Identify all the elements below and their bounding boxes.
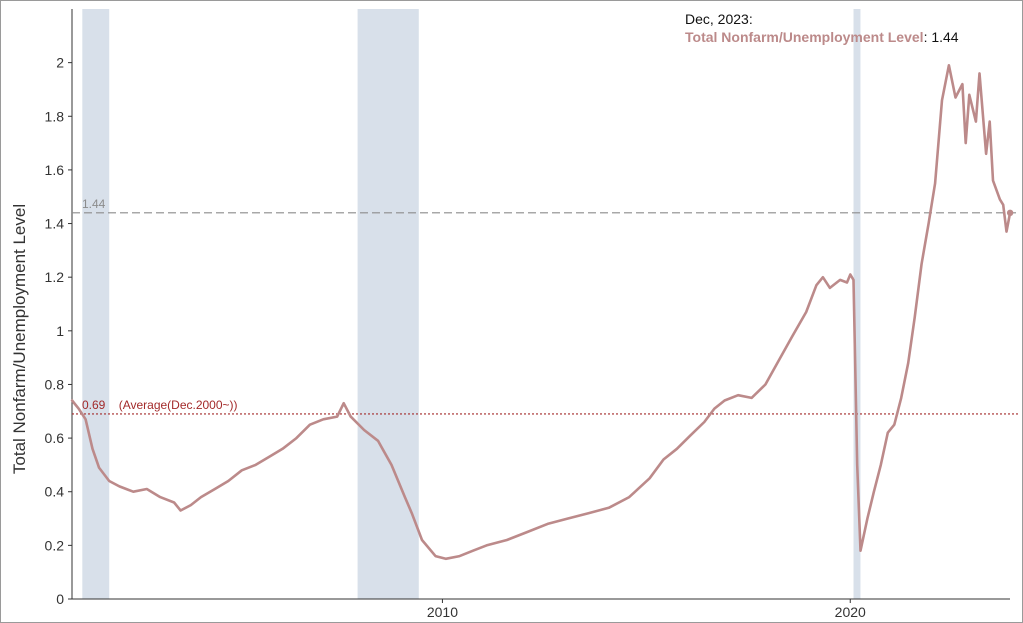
hover-tooltip: Dec, 2023: Total Nonfarm/Unemployment Le… bbox=[685, 11, 959, 45]
x-tick-label: 2020 bbox=[835, 604, 866, 620]
y-ticks: 0 0.2 0.4 0.6 0.8 1 1.2 1.4 1.6 1.8 2 bbox=[45, 55, 72, 607]
y-tick-label: 1.6 bbox=[45, 162, 65, 178]
recession-band bbox=[357, 9, 419, 599]
tooltip-separator: : bbox=[924, 29, 932, 45]
series-line bbox=[70, 64, 1012, 561]
tooltip-line: Total Nonfarm/Unemployment Level: 1.44 bbox=[685, 29, 959, 45]
y-tick-label: 0.8 bbox=[45, 376, 65, 392]
y-axis-label: Total Nonfarm/Unemployment Level bbox=[10, 204, 29, 474]
reference-line-label: 0.69 (Average(Dec.2000~)) bbox=[82, 398, 238, 412]
x-ticks: 2010 2020 bbox=[427, 599, 866, 620]
y-tick-label: 0.6 bbox=[45, 430, 65, 446]
y-tick-label: 0.4 bbox=[45, 484, 65, 500]
recession-band bbox=[82, 9, 110, 599]
y-tick-label: 1.2 bbox=[45, 269, 65, 285]
recession-band bbox=[853, 9, 861, 599]
y-tick-label: 1.8 bbox=[45, 108, 65, 124]
axes bbox=[71, 9, 1010, 600]
y-tick-label: 1 bbox=[56, 323, 64, 339]
tooltip-date: Dec, 2023: bbox=[685, 11, 753, 27]
y-tick-label: 1.4 bbox=[45, 216, 65, 232]
y-tick-label: 2 bbox=[56, 55, 64, 71]
last-point-marker bbox=[1006, 209, 1014, 217]
reference-lines: 1.44 0.69 (Average(Dec.2000~)) bbox=[72, 197, 1018, 415]
tooltip-series-label: Total Nonfarm/Unemployment Level bbox=[685, 29, 924, 45]
series-layer bbox=[70, 64, 1014, 561]
y-tick-label: 0.2 bbox=[45, 537, 65, 553]
y-tick-label: 0 bbox=[56, 591, 64, 607]
x-tick-label: 2010 bbox=[427, 604, 458, 620]
tooltip-value: 1.44 bbox=[931, 29, 958, 45]
recession-bands bbox=[82, 9, 861, 599]
reference-line-label: 1.44 bbox=[82, 197, 106, 211]
